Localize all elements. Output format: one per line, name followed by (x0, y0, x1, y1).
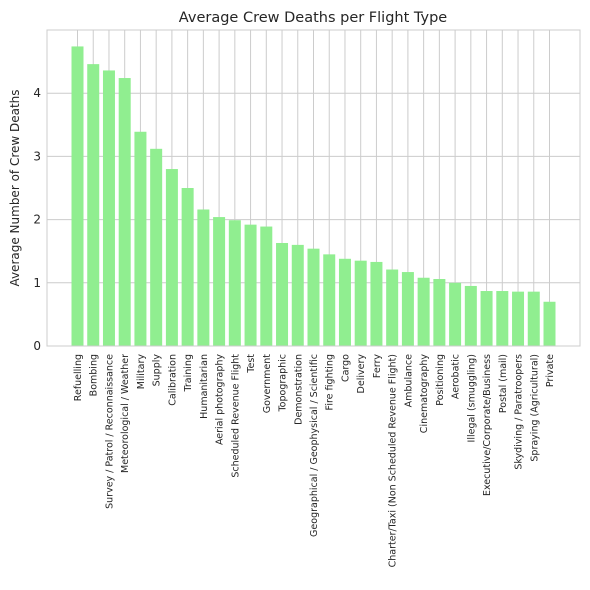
x-axis-ticks: Refuelling Bombing Survey / Patrol / Recon… (73, 354, 556, 568)
x-tick-label: Spraying (Agricultural) (529, 354, 540, 462)
bar (401, 272, 414, 346)
x-tick-label: Military (136, 354, 147, 390)
x-tick-label: Bombing (89, 354, 100, 396)
bar (71, 46, 84, 346)
x-tick-label: Geographical / Geophysical / Scientific (309, 354, 320, 537)
bar (118, 78, 131, 347)
bar (307, 248, 320, 346)
x-tick-label: Charter/Taxi (Non Scheduled Revenue Flig… (388, 354, 399, 567)
bar (197, 209, 210, 346)
x-tick-label: Skydiving / Paratroopers (514, 354, 525, 470)
plot-frame (46, 29, 581, 347)
bars (71, 46, 556, 347)
bar (181, 188, 194, 346)
bar (433, 279, 446, 346)
bar (323, 254, 336, 346)
x-tick-label: Positioning (435, 354, 446, 406)
x-tick-label: Delivery (356, 354, 367, 394)
y-tick-label: 0 (33, 339, 41, 353)
x-tick-label: Fire fighting (325, 354, 336, 410)
y-tick-label: 2 (33, 213, 41, 227)
bar (213, 217, 226, 346)
bar (338, 258, 351, 346)
y-axis-label: Average Number of Crew Deaths (8, 89, 22, 286)
y-tick-label: 1 (33, 276, 41, 290)
bar (417, 277, 430, 346)
bar (512, 291, 525, 346)
x-tick-label: Humanitarian (199, 354, 210, 419)
x-tick-label: Topographic (278, 354, 289, 413)
bar (370, 261, 383, 346)
bar (543, 301, 556, 346)
x-tick-label: Supply (152, 354, 163, 387)
bar (260, 226, 273, 346)
bar (276, 242, 289, 346)
x-tick-label: Cargo (340, 354, 351, 382)
bar (150, 148, 163, 346)
bar (87, 64, 100, 347)
x-tick-label: Ferry (372, 354, 383, 378)
bar (449, 282, 462, 346)
x-tick-label: Test (246, 354, 257, 374)
chart-title: Average Crew Deaths per Flight Type (179, 10, 447, 26)
x-tick-label: Illegal (smuggling) (466, 354, 477, 442)
x-tick-label: Training (183, 354, 194, 393)
x-tick-label: Private (545, 354, 556, 387)
x-tick-label: Survey / Patrol / Reconnaissance (104, 354, 115, 509)
x-tick-label: Aerial photography (215, 354, 226, 445)
bar (480, 291, 493, 346)
bar (244, 224, 257, 346)
y-tick-label: 4 (33, 86, 41, 100)
bar (228, 220, 241, 346)
x-tick-label: Demonstration (293, 354, 304, 425)
y-tick-label: 3 (33, 149, 41, 163)
bar (354, 260, 367, 346)
bar (102, 70, 115, 346)
x-tick-label: Meteorological / Weather (120, 354, 131, 473)
x-tick-label: Postal (mail) (498, 354, 509, 413)
bar (134, 131, 147, 346)
bar (291, 244, 304, 346)
x-tick-label: Aerobatic (451, 354, 462, 399)
x-tick-label: Government (262, 354, 273, 414)
bar (527, 291, 540, 346)
bar (165, 169, 178, 346)
x-tick-label: Executive/Corporate/Business (482, 354, 493, 496)
x-tick-label: Refuelling (73, 354, 84, 401)
x-tick-label: Cinematography (419, 354, 430, 434)
bar (464, 285, 477, 346)
y-axis-ticks: 0 1 2 3 4 (33, 86, 41, 353)
x-tick-label: Ambulance (403, 354, 414, 408)
bar (496, 291, 509, 346)
x-tick-label: Scheduled Revenue Flight (230, 354, 241, 478)
bar (386, 269, 399, 346)
x-tick-label: Calibration (167, 354, 178, 406)
